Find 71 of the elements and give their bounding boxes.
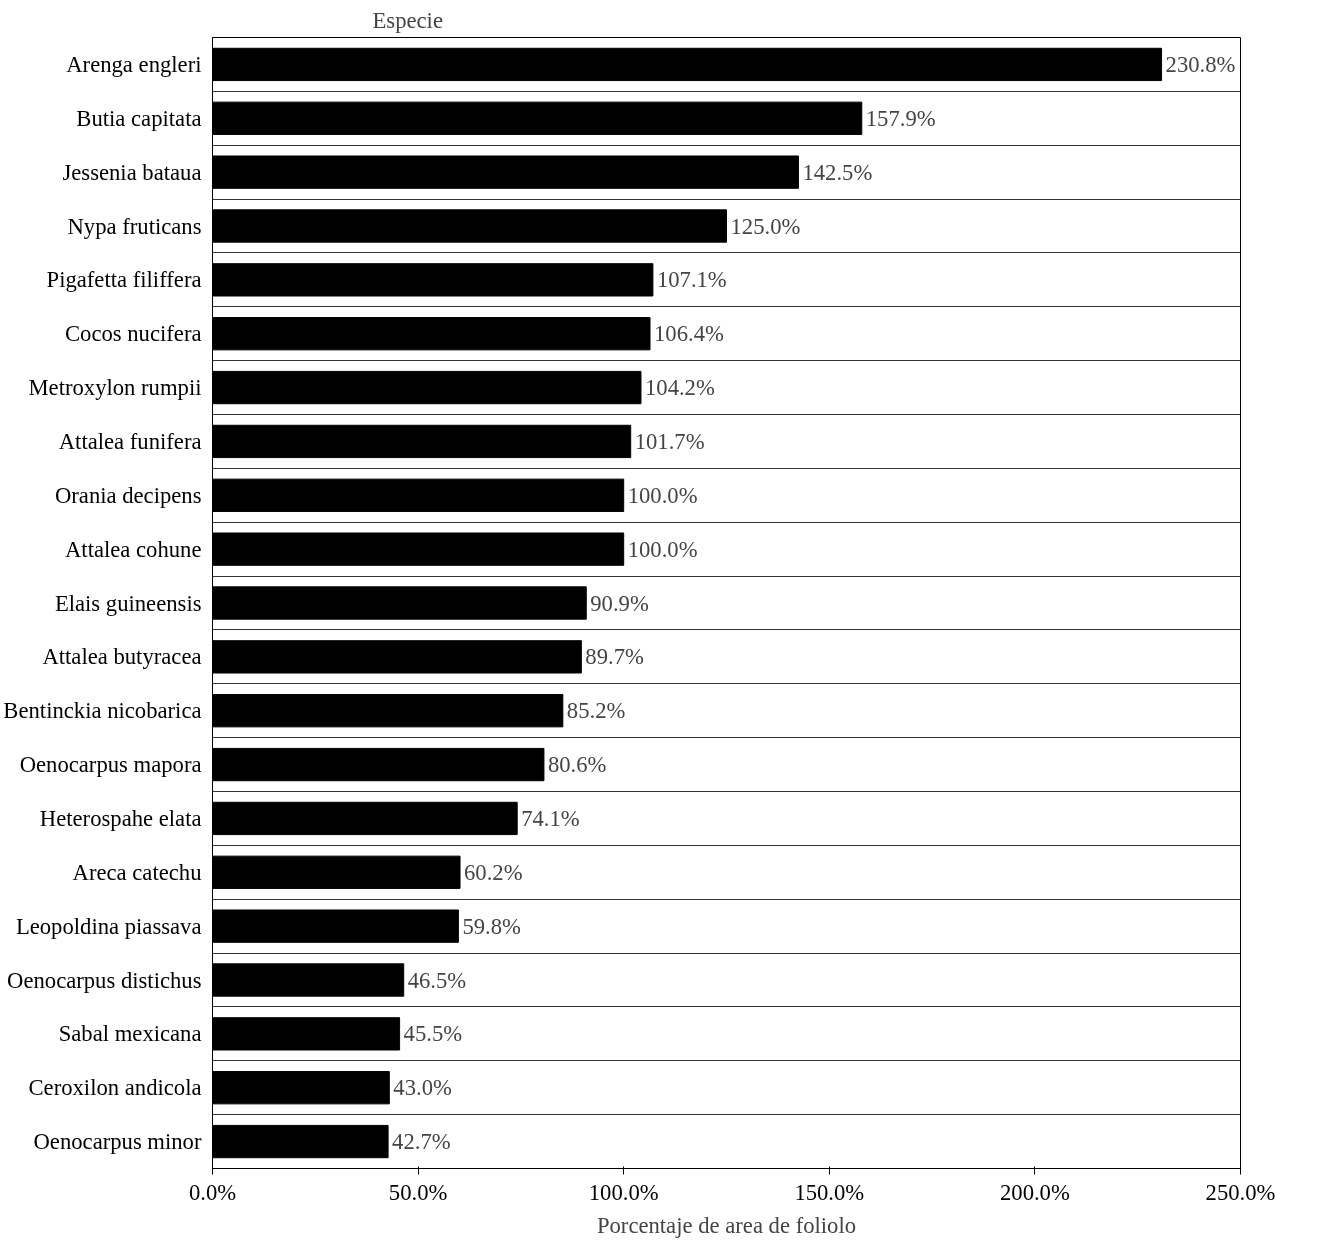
data-label: 142.5% [802, 159, 873, 185]
bar [212, 209, 727, 243]
y-tick-label: Jessenia bataua [62, 159, 202, 185]
y-tick-label: Elais guineensis [54, 590, 202, 616]
y-tick-label: Oenocarpus mapora [19, 752, 202, 778]
data-label: 125.0% [730, 213, 801, 239]
bar [212, 532, 625, 566]
y-tick-label: Metroxylon rumpii [28, 375, 202, 401]
y-tick-label: Nypa fruticans [67, 213, 202, 239]
y-tick-label: Sabal mexicana [58, 1021, 202, 1047]
y-tick-label: Cocos nucifera [64, 321, 202, 347]
x-tick-label: 0.0% [188, 1179, 237, 1205]
bar [212, 855, 461, 889]
data-label: 42.7% [392, 1129, 451, 1155]
data-label: 90.9% [590, 590, 649, 616]
y-tick-label: Leopoldina piassava [15, 913, 202, 939]
bar [212, 263, 654, 297]
bar [212, 1017, 401, 1051]
y-axis-title: Especie [372, 7, 443, 33]
y-tick-label: Butia capitata [76, 105, 202, 131]
bar [212, 640, 582, 674]
bar [212, 101, 863, 135]
data-label: 104.2% [644, 375, 715, 401]
bar [212, 47, 1163, 82]
bar [212, 801, 518, 836]
y-tick-label: Attalea funifera [58, 428, 202, 454]
y-tick-label: Heterospahe elata [39, 805, 202, 831]
bar [212, 963, 405, 997]
data-label: 106.4% [654, 321, 724, 347]
data-label: 59.8% [462, 913, 522, 939]
x-tick-label: 50.0% [388, 1179, 448, 1205]
data-label: 107.1% [656, 267, 727, 293]
y-tick-label: Oenocarpus distichus [7, 967, 202, 993]
y-tick-label: Ceroxilon andicola [28, 1075, 202, 1101]
data-label: 74.1% [521, 805, 580, 831]
x-tick-label: 250.0% [1205, 1179, 1276, 1205]
data-label: 85.2% [566, 698, 626, 724]
data-label: 45.5% [403, 1021, 463, 1047]
bar [212, 478, 625, 512]
data-label: 80.6% [547, 752, 607, 778]
data-label: 89.7% [585, 644, 644, 670]
data-label: 43.0% [393, 1075, 452, 1101]
data-label: 60.2% [464, 859, 523, 885]
data-label: 101.7% [634, 428, 705, 454]
data-label: 157.9% [865, 105, 936, 131]
bar [212, 1124, 389, 1159]
y-tick-label: Bentinckia nicobarica [3, 698, 202, 724]
x-tick-label: 100.0% [588, 1179, 659, 1205]
bar [212, 1071, 390, 1105]
bar [212, 317, 651, 351]
bar [212, 694, 564, 728]
y-tick-label: Oenocarpus minor [33, 1129, 202, 1155]
y-tick-label: Orania decipens [54, 482, 202, 508]
y-tick-label: Areca catechu [72, 859, 202, 885]
bar [212, 586, 587, 620]
data-label: 230.8% [1165, 51, 1236, 77]
y-tick-label: Pigafetta filiffera [46, 267, 202, 293]
x-tick-label: 150.0% [794, 1179, 865, 1205]
y-tick-label: Attalea butyracea [42, 644, 202, 670]
y-tick-label: Attalea cohune [65, 536, 202, 562]
x-tick-label: 200.0% [999, 1179, 1070, 1205]
y-tick-label: Arenga engleri [66, 51, 202, 77]
bar [212, 370, 642, 405]
bar [212, 155, 799, 189]
data-label: 100.0% [627, 536, 698, 562]
data-label: 100.0% [627, 482, 698, 508]
x-axis-title: Porcentaje de area de foliolo [596, 1212, 857, 1238]
bar [212, 909, 459, 943]
bar [212, 747, 545, 782]
bar [212, 424, 632, 459]
data-label: 46.5% [407, 967, 467, 993]
